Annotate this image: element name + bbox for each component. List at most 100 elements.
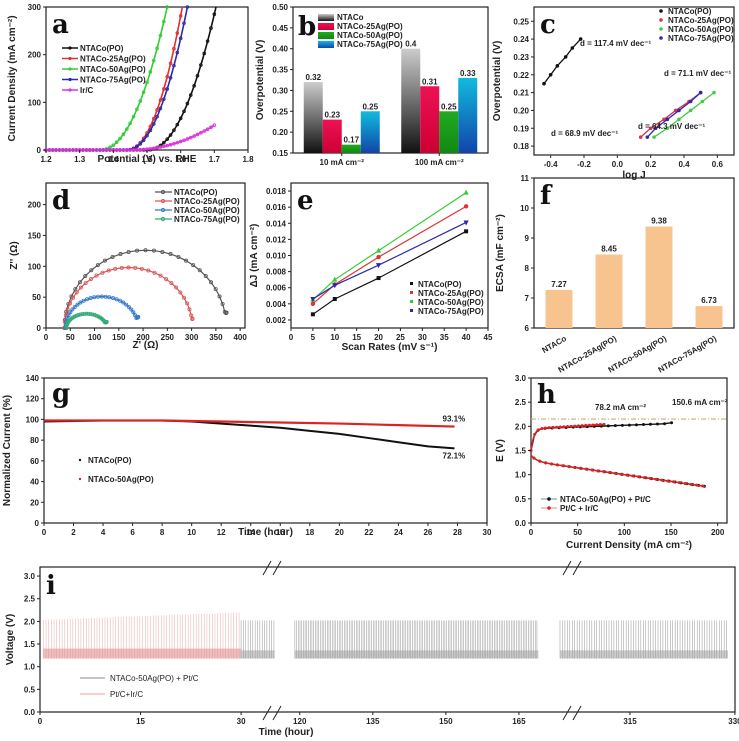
marker-a [145, 80, 149, 85]
panel-label-b: b [298, 12, 316, 42]
legend-marker-c [659, 36, 663, 40]
bar-value-label-f: 6.73 [701, 296, 717, 305]
marker-d [89, 268, 94, 273]
y-tick-label-h: 2.0 [515, 422, 527, 431]
marker-h [596, 469, 600, 473]
marker-a [205, 127, 210, 131]
legend-label-i: Pt/C+Ir/C [110, 690, 143, 699]
marker-a [195, 132, 200, 137]
y-tick-label-i: 2.5 [24, 595, 36, 604]
y-axis-label-b: Overpotential (V) [255, 40, 266, 121]
marker-d [126, 249, 131, 254]
x-tick-label-i: 0 [38, 717, 43, 726]
marker-a [148, 128, 153, 133]
y-tick-label-c: 0.18 [513, 142, 529, 151]
x-tick-label-g: 28 [453, 528, 462, 537]
x-tick-label-a: 1.7 [209, 155, 221, 164]
marker-a [188, 135, 193, 140]
legend-marker-g [78, 458, 82, 462]
marker-a [195, 73, 200, 78]
y-tick-label-c: 0.24 [513, 35, 529, 44]
marker-h [631, 474, 635, 478]
marker-d [88, 312, 93, 317]
marker-a [178, 116, 183, 121]
y-tick-label-b: 0.50 [272, 3, 288, 12]
marker-a [118, 148, 122, 152]
marker-c [712, 90, 716, 95]
x-tick-label-e: 25 [396, 333, 405, 342]
marker-a [125, 148, 129, 152]
y-tick-label-e: 0.008 [266, 268, 287, 277]
y-tick-label-d: 0 [37, 324, 42, 333]
axis-break-i [272, 705, 282, 721]
bar-f [545, 289, 573, 328]
legend-marker-d [160, 198, 166, 204]
marker-d [118, 298, 123, 303]
legend-label-h: Pt/C + Ir/C [560, 504, 599, 513]
fit-line-e [312, 192, 467, 301]
y-tick-label-h: 3.0 [515, 374, 527, 383]
marker-c [677, 117, 681, 122]
marker-a [199, 131, 203, 135]
marker-d [129, 307, 134, 312]
y-axis-label-i: Voltage (V) [5, 614, 16, 665]
legend-swatch-b [318, 14, 334, 21]
legend-marker-c [659, 27, 663, 31]
bar-f [595, 254, 623, 328]
marker-a [162, 140, 166, 145]
x-tick-label-c: 0.4 [678, 160, 690, 169]
marker-c [652, 135, 656, 139]
legend-label-b: NTACo-50Ag(PO) [337, 31, 403, 40]
legend-marker-e [410, 282, 413, 285]
marker-a [135, 107, 139, 112]
marker-h [558, 425, 562, 429]
marker-d [110, 254, 115, 259]
y-tick-label-f: 7 [525, 294, 530, 303]
marker-a [165, 5, 170, 9]
marker-d [209, 280, 214, 285]
marker-d [113, 266, 118, 271]
slope-label-c: d = 71.1 mV dec⁻¹ [664, 69, 731, 78]
marker-a [199, 63, 203, 67]
bar-b [341, 144, 361, 153]
marker-a [175, 140, 180, 145]
marker-a [188, 93, 193, 97]
marker-a [131, 148, 136, 152]
y-tick-label-e: 0.002 [266, 316, 287, 325]
marker-h [683, 481, 687, 485]
y-axis-label-e: ΔJ (mA cm⁻²) [249, 224, 260, 288]
x-tick-label-i: 135 [366, 717, 380, 726]
annotation-h: 78.2 mA cm⁻² [595, 403, 646, 412]
marker-d [78, 285, 83, 290]
marker-d [124, 302, 129, 307]
marker-h [578, 466, 582, 470]
marker-d [88, 277, 93, 282]
marker-e [376, 254, 381, 260]
bar-b [360, 111, 380, 153]
plot-frame-d [45, 182, 246, 329]
slope-label-c: d = 68.9 mV dec⁻¹ [551, 129, 618, 138]
marker-a [155, 145, 159, 150]
x-tick-label-e: 40 [462, 333, 471, 342]
fit-line-c [653, 92, 715, 138]
marker-h [627, 423, 631, 427]
marker-d [94, 273, 99, 278]
x-tick-label-g: 10 [187, 528, 196, 537]
marker-d [102, 258, 107, 263]
nyquist-line-d [63, 249, 228, 329]
cycle-band-i-grey [560, 650, 728, 659]
y-tick-label-b: 0.25 [272, 107, 288, 116]
x-tick-label-g: 4 [101, 528, 106, 537]
marker-d [103, 294, 108, 299]
x-tick-label-e: 20 [374, 333, 383, 342]
panel-label-e: e [297, 186, 314, 216]
y-tick-label-f: 11 [521, 174, 530, 183]
y-tick-label-h: 0.0 [515, 519, 527, 528]
marker-h [544, 426, 548, 430]
marker-d [151, 248, 156, 253]
marker-h [634, 423, 638, 427]
marker-a [202, 129, 207, 133]
panel-label-h: h [537, 380, 556, 410]
y-tick-label-g: 120 [26, 395, 40, 404]
marker-a [178, 139, 183, 144]
